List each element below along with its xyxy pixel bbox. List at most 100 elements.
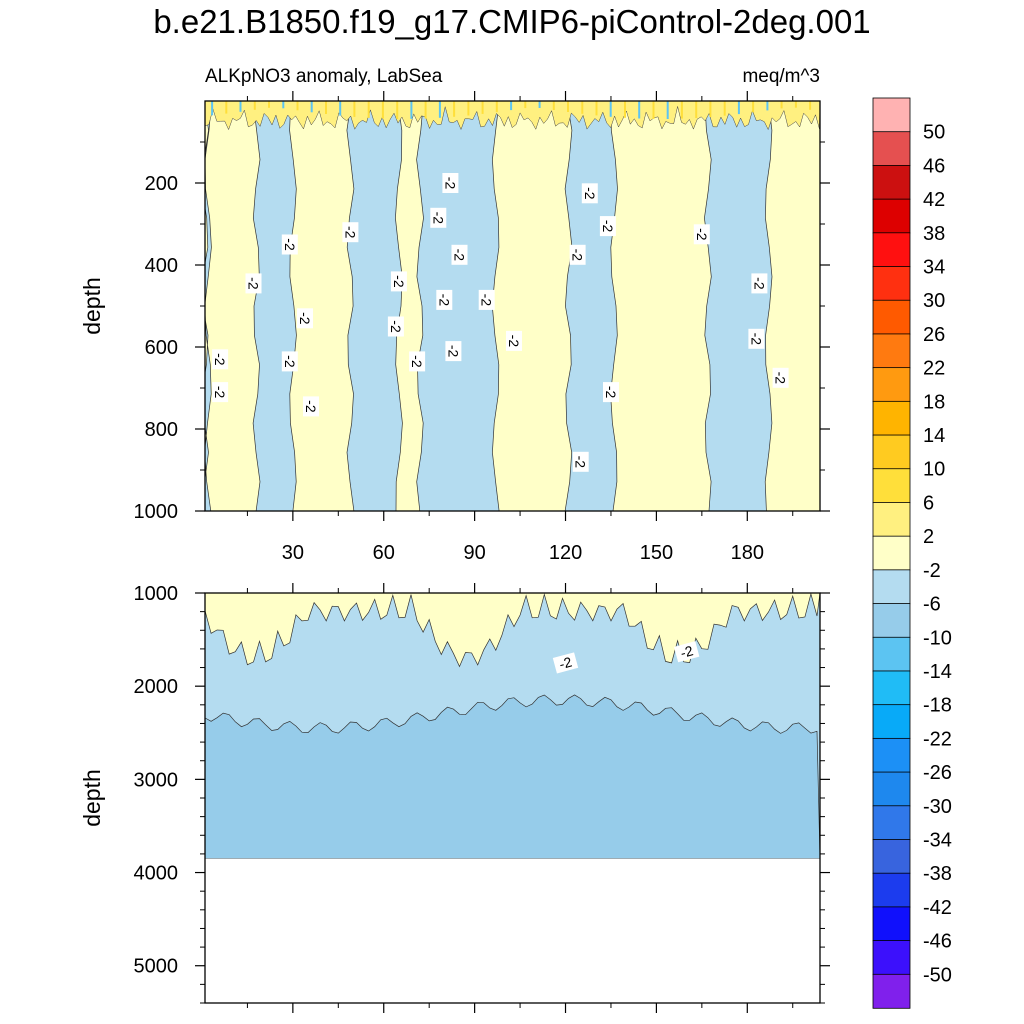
colorbar-label: -38 — [923, 863, 952, 885]
subtitle-left: ALKpNO3 anomaly, LabSea — [205, 66, 443, 87]
colorbar-swatch — [872, 704, 911, 740]
colorbar-label: 14 — [923, 425, 945, 447]
colorbar-label: -22 — [923, 728, 952, 750]
surface-streak — [567, 101, 569, 112]
contour-label: -2 — [245, 273, 262, 294]
colorbar-swatch — [872, 97, 911, 133]
colorbar-swatch — [872, 737, 911, 773]
y-tick-label: 5000 — [134, 956, 179, 978]
contour-band — [704, 101, 773, 511]
surface-streak — [467, 101, 470, 116]
surface-streak — [624, 101, 626, 118]
colorbar-label: -30 — [923, 796, 952, 818]
colorbar-swatch — [872, 266, 911, 301]
contour-label: -2 — [599, 216, 616, 237]
svg-text:-2: -2 — [603, 386, 619, 399]
contour-label: -2 — [693, 224, 710, 245]
svg-text:-2: -2 — [409, 355, 425, 368]
contour-label: -2 — [430, 207, 447, 228]
colorbar-label: -42 — [923, 897, 952, 919]
surface-streak — [339, 101, 342, 116]
svg-text:-2: -2 — [506, 335, 522, 348]
svg-text:-2: -2 — [342, 226, 358, 239]
contour-label: -2 — [212, 349, 229, 370]
colorbar-label: -34 — [923, 830, 952, 852]
colorbar-label: -10 — [923, 627, 952, 649]
colorbar-swatch — [872, 771, 911, 807]
colorbar-label: 46 — [923, 155, 945, 177]
contour-label: -2 — [445, 341, 462, 362]
surface-streak — [752, 101, 755, 113]
contour-band — [416, 101, 500, 511]
contour-band — [346, 101, 403, 511]
lower-panel: -2 -2 1000 2000 3000 4000 5000 depth — [79, 583, 830, 1013]
svg-text:-2: -2 — [445, 345, 461, 358]
surface-streak — [652, 101, 655, 119]
contour-label: -2 — [390, 271, 407, 292]
surface-streak — [709, 101, 712, 117]
colorbar-label: 34 — [923, 257, 945, 279]
colorbar-label: 18 — [923, 391, 945, 413]
upper-axes: 200 400 600 800 1000 30 60 90 120 150 180 — [134, 91, 830, 564]
contour-label: -2 — [451, 244, 468, 265]
surface-streak — [367, 101, 370, 118]
surface-streak — [396, 101, 399, 119]
colorbar-swatch — [872, 165, 911, 200]
colorbar-swatch — [872, 670, 911, 706]
surface-streak — [609, 101, 612, 117]
y-tick-label: 400 — [145, 255, 178, 277]
surface-streak — [552, 101, 555, 110]
svg-text:-2: -2 — [436, 294, 452, 307]
colorbar-swatch — [872, 906, 911, 942]
contour-band — [205, 101, 212, 511]
colorbar-swatch — [872, 603, 911, 638]
surface-streak — [723, 101, 726, 116]
x-tick-label: 150 — [640, 542, 673, 564]
colorbar-swatch — [872, 973, 911, 1009]
colorbar-swatch — [872, 198, 911, 234]
svg-text:-2: -2 — [297, 312, 313, 325]
upper-contour-labels: -2 -2 -2 -2 -2 -2 -2 -2 -2 -2 -2 -2 -2 -2 -2 -2 -2 -2 -2 -2… — [212, 173, 789, 472]
svg-text:-2: -2 — [748, 333, 764, 346]
contour-label: -2 — [552, 652, 579, 674]
colorbar-label: -6 — [923, 594, 941, 616]
subtitle-right: meq/m^3 — [742, 66, 820, 87]
colorbar-swatch — [872, 872, 911, 908]
contour-label: -2 — [748, 328, 765, 349]
svg-text:-2: -2 — [570, 249, 586, 262]
lower-ylabel: depth — [79, 769, 105, 827]
colorbar-swatch — [872, 131, 911, 167]
surface-streak — [581, 101, 584, 114]
y-tick-label: 800 — [145, 419, 178, 441]
colorbar-label: -46 — [923, 931, 952, 953]
y-tick-label: 200 — [145, 173, 178, 195]
surface-streak — [381, 101, 384, 119]
surface-streak — [410, 101, 413, 119]
contour-label: -2 — [281, 351, 298, 372]
lower-contour-labels: -2 -2 — [552, 641, 700, 674]
colorbar-label: 26 — [923, 324, 945, 346]
surface-streak — [737, 101, 740, 115]
colorbar-label: -2 — [923, 560, 941, 582]
surface-streak — [510, 101, 513, 111]
svg-text:-2: -2 — [442, 177, 458, 190]
lower-contour-field — [205, 593, 820, 1003]
svg-text:-2: -2 — [282, 238, 298, 251]
contour-label: -2 — [281, 234, 298, 255]
colorbar-swatch — [872, 232, 911, 268]
surface-streak — [325, 101, 327, 114]
svg-text:-2: -2 — [773, 372, 789, 385]
y-tick-label: 4000 — [134, 863, 179, 885]
svg-text:-2: -2 — [303, 400, 319, 413]
svg-text:-2: -2 — [282, 355, 298, 368]
colorbar-label: 10 — [923, 459, 945, 481]
surface-streak — [780, 101, 783, 109]
field-level-3 — [205, 694, 820, 859]
y-tick-label: 1000 — [134, 583, 179, 605]
surface-streak — [638, 101, 641, 119]
surface-streak — [481, 101, 484, 114]
contour-label: -2 — [212, 382, 229, 403]
svg-text:-2: -2 — [212, 353, 228, 366]
x-tick-label: 90 — [464, 542, 486, 564]
